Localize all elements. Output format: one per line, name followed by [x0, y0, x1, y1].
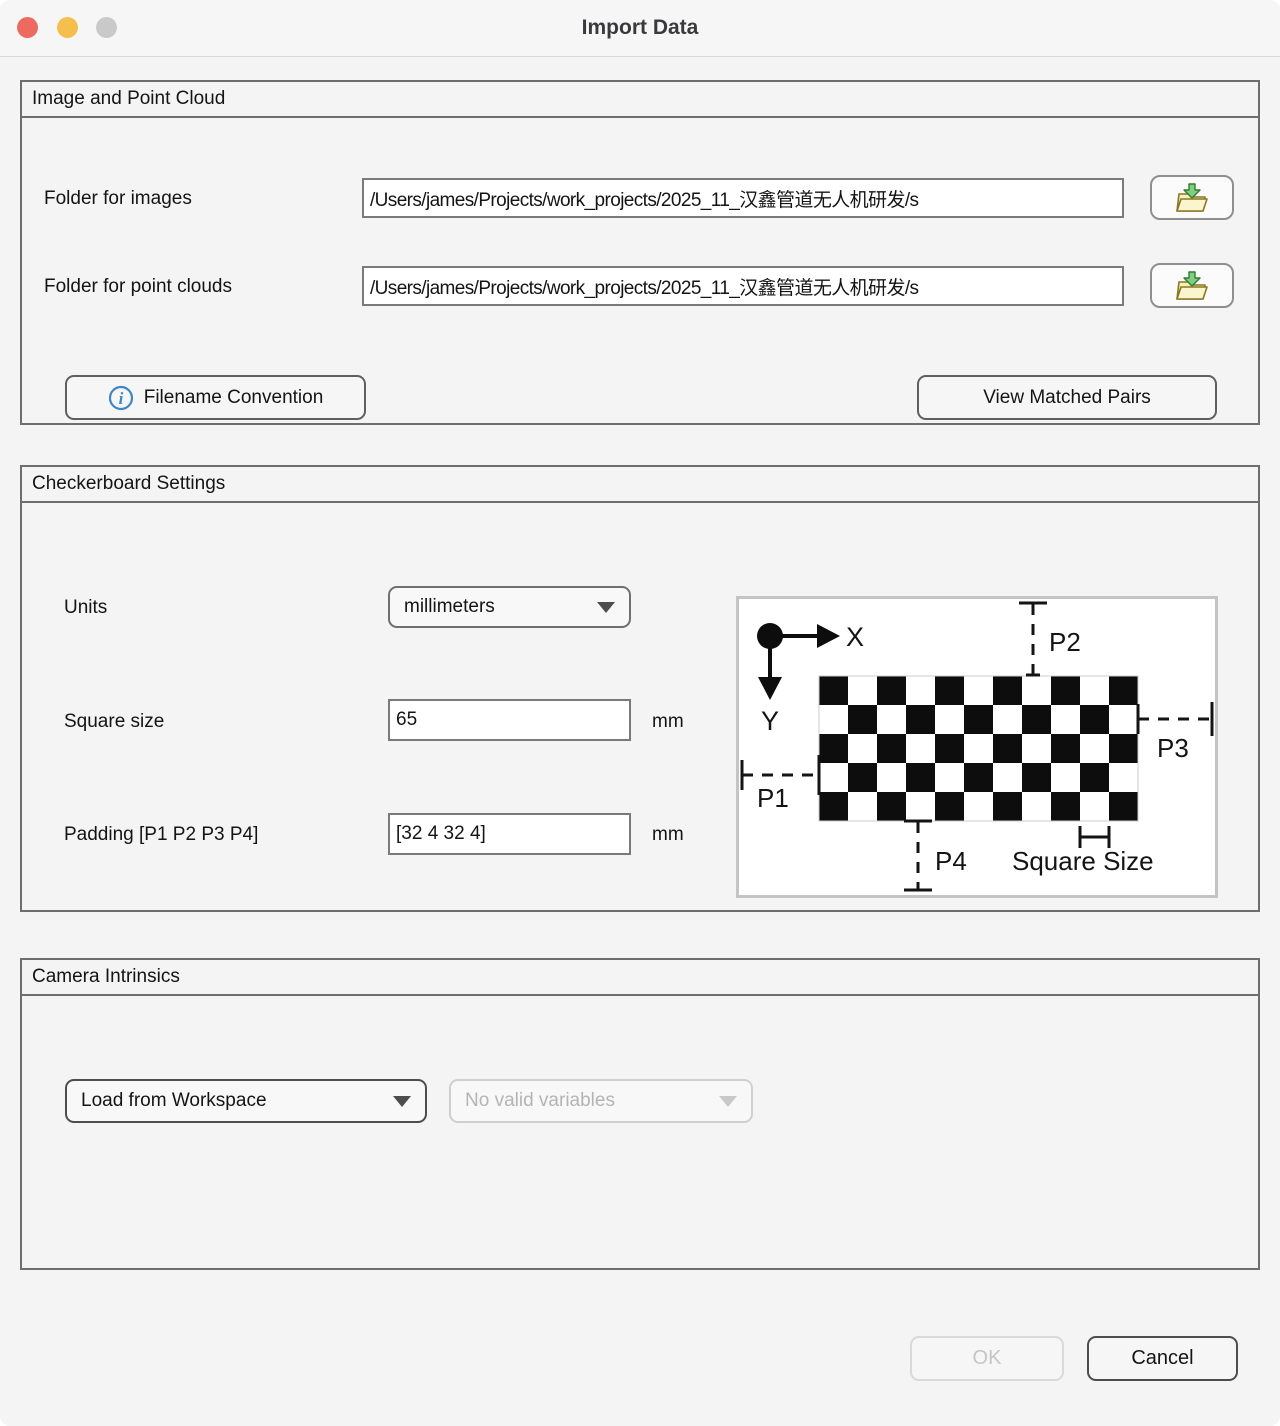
group-camera-intrinsics: Camera Intrinsics Load from Workspace No… — [20, 958, 1260, 1270]
minimize-window-button[interactable] — [57, 17, 78, 38]
cancel-button[interactable]: Cancel — [1087, 1336, 1238, 1381]
group-image-and-point-cloud: Image and Point Cloud Folder for images … — [20, 80, 1260, 425]
group-title: Camera Intrinsics — [22, 960, 1258, 996]
units-label: Units — [64, 597, 108, 618]
padding-unit-label: mm — [652, 824, 684, 845]
checkerboard-diagram-svg: X Y P2 P3 — [740, 601, 1214, 892]
chevron-down-icon — [393, 1095, 411, 1107]
p3-label: P3 — [1157, 733, 1189, 763]
group-title: Image and Point Cloud — [22, 82, 1258, 118]
window-title: Import Data — [581, 16, 699, 39]
browse-point-clouds-folder-button[interactable] — [1150, 263, 1234, 308]
filename-convention-label: Filename Convention — [143, 386, 324, 408]
view-matched-pairs-button[interactable]: View Matched Pairs — [917, 375, 1217, 420]
browse-images-folder-button[interactable] — [1150, 175, 1234, 220]
zoom-window-button — [96, 17, 117, 38]
square-size-unit-label: mm — [652, 711, 684, 732]
ok-button: OK — [910, 1336, 1064, 1381]
units-selected-value: millimeters — [404, 596, 495, 617]
square-size-input[interactable] — [388, 699, 631, 741]
folder-for-point-clouds-label: Folder for point clouds — [44, 276, 232, 297]
folder-for-point-clouds-input[interactable] — [362, 266, 1124, 306]
units-dropdown[interactable]: millimeters — [388, 586, 631, 628]
title-bar: Import Data — [0, 0, 1280, 57]
intrinsics-variable-dropdown: No valid variables — [449, 1079, 753, 1123]
checkerboard-diagram: X Y P2 P3 — [736, 596, 1218, 898]
square-size-label: Square size — [64, 711, 165, 732]
view-matched-pairs-label: View Matched Pairs — [983, 386, 1151, 408]
p1-label: P1 — [757, 783, 789, 813]
info-icon: i — [108, 385, 133, 410]
group-title: Checkerboard Settings — [22, 467, 1258, 503]
open-folder-icon — [1176, 270, 1208, 300]
axis-y-label: Y — [761, 706, 779, 736]
p4-label: P4 — [935, 846, 967, 876]
open-folder-icon — [1176, 182, 1208, 212]
cancel-label: Cancel — [1131, 1347, 1194, 1369]
folder-for-images-input[interactable] — [362, 178, 1124, 218]
folder-for-images-label: Folder for images — [44, 188, 192, 209]
intrinsics-source-value: Load from Workspace — [81, 1090, 267, 1111]
intrinsics-source-dropdown[interactable]: Load from Workspace — [65, 1079, 427, 1123]
intrinsics-variable-value: No valid variables — [465, 1090, 615, 1111]
chevron-down-icon — [719, 1095, 737, 1107]
chevron-down-icon — [597, 601, 615, 613]
close-window-button[interactable] — [17, 17, 38, 38]
checkerboard-squares — [819, 676, 1138, 821]
ok-label: OK — [972, 1347, 1002, 1369]
padding-input[interactable] — [388, 813, 631, 855]
padding-label: Padding [P1 P2 P3 P4] — [64, 824, 259, 845]
p2-label: P2 — [1049, 627, 1081, 657]
filename-convention-button[interactable]: i Filename Convention — [65, 375, 366, 420]
square-size-caption: Square Size — [1012, 846, 1154, 876]
group-checkerboard-settings: Checkerboard Settings Units millimeters … — [20, 465, 1260, 912]
svg-text:i: i — [118, 389, 123, 408]
axis-x-label: X — [846, 622, 864, 652]
